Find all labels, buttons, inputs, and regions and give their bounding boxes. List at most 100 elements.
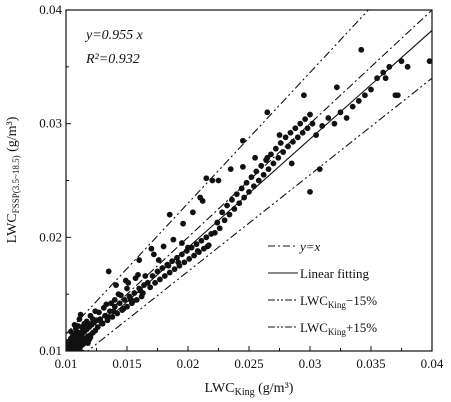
data-point bbox=[194, 248, 201, 254]
data-point bbox=[171, 266, 178, 273]
y-axis-ticks: 0.01 0.02 0.03 0.04 bbox=[39, 2, 71, 358]
data-point bbox=[272, 145, 279, 152]
data-point bbox=[233, 191, 240, 198]
data-point bbox=[76, 316, 83, 323]
data-point bbox=[197, 194, 204, 201]
data-point bbox=[111, 296, 118, 303]
y-tick-label: 0.04 bbox=[39, 2, 62, 17]
data-point bbox=[157, 276, 163, 283]
data-point bbox=[268, 151, 274, 158]
legend: y=x Linear fitting LWCKing−15% LWCKing +15% bbox=[268, 239, 377, 337]
data-point bbox=[275, 154, 282, 161]
data-point bbox=[67, 335, 74, 342]
data-point bbox=[313, 132, 319, 138]
legend-label-suffix: +15% bbox=[346, 320, 377, 335]
data-point bbox=[258, 162, 265, 169]
data-point bbox=[75, 323, 82, 329]
data-point bbox=[198, 237, 205, 244]
y-axis-title: LWCFSSP(3.5~18.5) (g/m³) bbox=[5, 116, 21, 243]
data-point bbox=[203, 175, 210, 182]
data-point bbox=[214, 219, 221, 226]
line-0 bbox=[66, 10, 432, 351]
data-point bbox=[226, 211, 233, 218]
data-point bbox=[148, 245, 155, 252]
y-axis-title-unit: (g/m³) bbox=[5, 116, 20, 155]
data-point bbox=[98, 319, 105, 326]
x-axis-ticks: 0.01 0.015 0.02 0.025 0.03 0.035 0.04 bbox=[55, 346, 444, 371]
data-point bbox=[118, 292, 124, 299]
data-point bbox=[224, 202, 230, 209]
data-point bbox=[355, 98, 362, 104]
data-point bbox=[74, 341, 80, 348]
data-point bbox=[290, 138, 296, 145]
data-point bbox=[77, 329, 84, 336]
data-points bbox=[66, 46, 432, 351]
data-point bbox=[309, 120, 316, 127]
data-point bbox=[231, 206, 238, 212]
data-point bbox=[111, 303, 118, 310]
data-point bbox=[270, 160, 277, 167]
data-point bbox=[203, 234, 210, 241]
r-squared: R²=0.932 bbox=[85, 52, 140, 67]
x-tick-label: 0.01 bbox=[55, 356, 78, 371]
data-point bbox=[285, 143, 291, 150]
data-point bbox=[131, 290, 138, 296]
x-tick-label: 0.015 bbox=[112, 356, 141, 371]
data-point bbox=[144, 279, 151, 286]
data-point bbox=[77, 311, 84, 318]
data-point bbox=[179, 251, 185, 258]
line-2 bbox=[86, 77, 432, 351]
x-tick-label: 0.03 bbox=[299, 356, 322, 371]
data-point bbox=[165, 262, 172, 269]
data-point bbox=[288, 160, 295, 167]
legend-label-1: Linear fitting bbox=[300, 266, 369, 281]
data-point bbox=[250, 183, 257, 190]
data-point bbox=[116, 300, 123, 307]
legend-label-main: Linear fitting bbox=[300, 266, 369, 281]
data-point bbox=[66, 339, 71, 345]
data-point bbox=[89, 319, 96, 326]
x-axis-title-unit: (g/m³) bbox=[255, 381, 294, 396]
data-point bbox=[301, 92, 307, 99]
data-point bbox=[170, 236, 177, 243]
data-point bbox=[246, 188, 252, 195]
data-point bbox=[166, 211, 173, 218]
data-point bbox=[87, 312, 94, 319]
fit-equation: y=0.955 x bbox=[84, 28, 144, 43]
x-tick-label: 0.02 bbox=[177, 356, 200, 371]
legend-label-2: LWCKing−15% bbox=[300, 293, 377, 310]
data-point bbox=[243, 179, 250, 186]
data-point bbox=[349, 103, 356, 110]
data-point bbox=[294, 134, 301, 141]
line-3 bbox=[66, 10, 370, 335]
data-point bbox=[307, 111, 313, 118]
legend-label-main: LWC bbox=[300, 320, 328, 335]
data-point bbox=[108, 300, 115, 307]
x-axis-title-main: LWC bbox=[205, 381, 235, 396]
data-point bbox=[358, 46, 365, 53]
data-point bbox=[110, 308, 117, 315]
data-point bbox=[211, 229, 218, 236]
data-point bbox=[297, 120, 304, 127]
data-point bbox=[319, 123, 326, 129]
data-point bbox=[380, 69, 387, 76]
legend-label-sub: King bbox=[328, 300, 347, 310]
data-point bbox=[79, 349, 85, 351]
y-tick-label: 0.03 bbox=[39, 116, 62, 131]
data-point bbox=[252, 154, 258, 161]
data-point bbox=[70, 346, 77, 351]
data-point bbox=[229, 196, 235, 203]
data-point bbox=[75, 346, 82, 351]
data-point bbox=[154, 268, 161, 275]
data-point bbox=[155, 257, 162, 263]
data-point bbox=[160, 243, 167, 250]
data-point bbox=[236, 200, 243, 207]
legend-label-0: y=x bbox=[298, 239, 321, 254]
x-axis-title-sub: King bbox=[235, 387, 255, 398]
data-point bbox=[426, 58, 432, 65]
data-point bbox=[255, 177, 262, 184]
data-point bbox=[169, 258, 176, 265]
data-point bbox=[325, 115, 332, 121]
data-point bbox=[94, 324, 101, 331]
y-tick-label: 0.01 bbox=[39, 343, 62, 358]
